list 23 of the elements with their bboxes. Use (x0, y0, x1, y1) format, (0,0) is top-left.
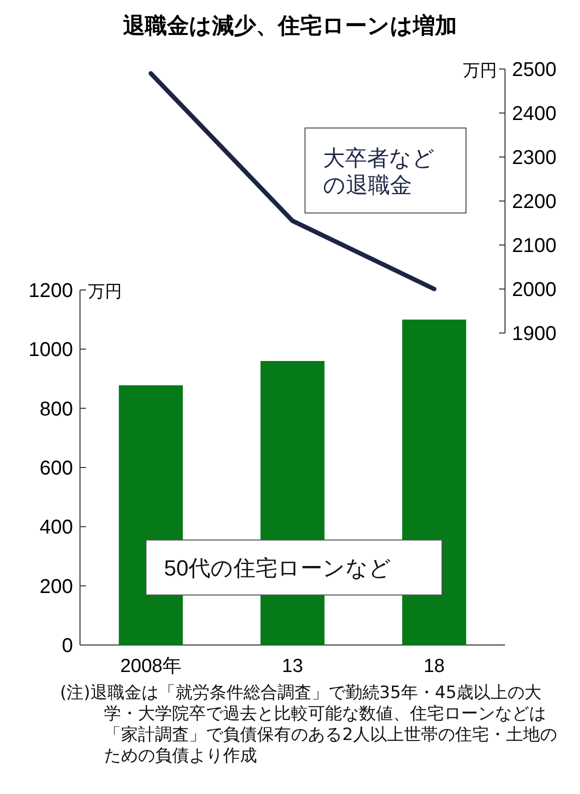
y-tick-label: 600 (40, 458, 73, 480)
x-tick-label: 13 (282, 656, 304, 677)
y-tick-label: 200 (40, 576, 73, 598)
y-tick-label: 2500 (512, 59, 556, 81)
y-axis-title: 万円 (88, 282, 122, 301)
y-tick-label: 2200 (512, 191, 556, 213)
y-tick-label: 2100 (512, 235, 556, 257)
y-tick-label: 2000 (512, 279, 556, 301)
series-label: 50代の住宅ローンなど (164, 556, 392, 580)
text: (注)退職金は「就労条件総合調査」で勤続35年・45歳以上の大学・大学院卒で過去と比較可能な数値、住宅ローンなどは「家計調査」で負債保有のある2人以上世帯の住宅・土地のための負債より作成 (60, 683, 558, 767)
y-tick-label: 1000 (28, 339, 73, 362)
y-tick-label: 1900 (512, 323, 556, 345)
x-tick-label: 18 (424, 656, 445, 677)
y-axis-title: 万円 (463, 61, 497, 80)
series-label: 大卒者などの退職金 (323, 146, 435, 198)
chart-title: 退職金は減少、住宅ローンは増加 (123, 13, 457, 38)
y-tick-label: 1200 (28, 280, 73, 302)
y-tick-label: 0 (62, 635, 73, 657)
x-tick-label: 2008年 (120, 656, 182, 677)
y-tick-label: 800 (40, 398, 73, 420)
y-tick-label: 2300 (512, 147, 556, 169)
y-tick-label: 2400 (512, 103, 556, 125)
y-tick-label: 400 (40, 516, 73, 539)
